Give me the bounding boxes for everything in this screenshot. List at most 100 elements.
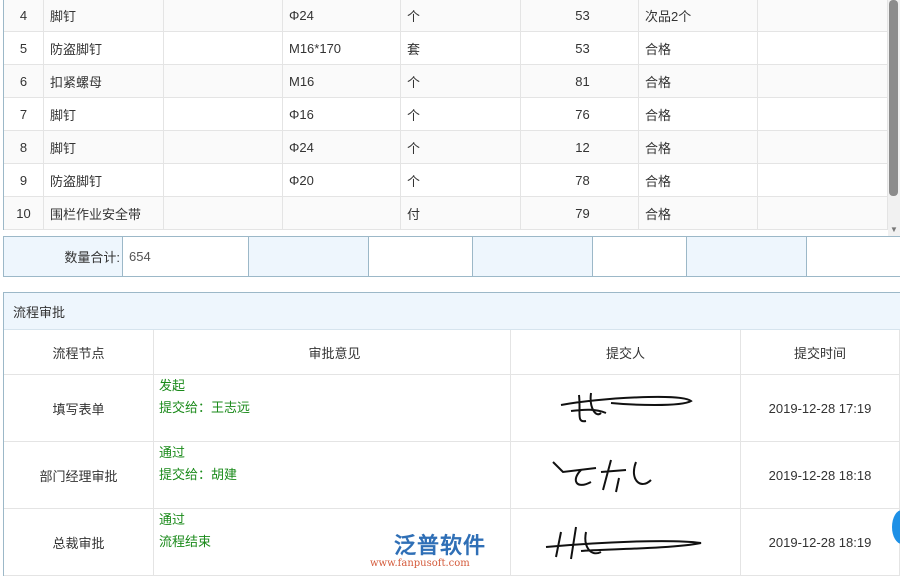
cell-no: 6 xyxy=(4,65,44,97)
cell-spec xyxy=(283,197,401,229)
cell-no: 10 xyxy=(4,197,44,229)
cell-name: 围栏作业安全带 xyxy=(44,197,164,229)
scroll-down-arrow-icon[interactable]: ▼ xyxy=(890,225,898,234)
header-time: 提交时间 xyxy=(741,330,900,374)
cell-empty xyxy=(758,197,888,229)
flow-table-header: 流程节点 审批意见 提交人 提交时间 xyxy=(4,330,900,375)
watermark-logo: 泛普软件 www.fanpusoft.com xyxy=(370,528,498,569)
flow-opinion: 发起提交给：王志远 xyxy=(154,375,511,441)
cell-name: 脚钉 xyxy=(44,131,164,163)
opinion-next: 流程结束 xyxy=(159,534,212,549)
cell-qty: 12 xyxy=(521,131,639,163)
cell-empty xyxy=(758,32,888,64)
total-value: 654 xyxy=(123,237,249,276)
cell-status: 合格 xyxy=(639,32,758,64)
table-row[interactable]: 4 脚钉 Φ24 个 53 次品2个 xyxy=(4,0,888,32)
cell-status: 合格 xyxy=(639,98,758,130)
cell-empty xyxy=(758,65,888,97)
flow-time: 2019-12-28 17:19 xyxy=(741,375,900,441)
cell-qty: 53 xyxy=(521,32,639,64)
table-row[interactable]: 5 防盗脚钉 M16*170 套 53 合格 xyxy=(4,32,888,65)
cell-status: 合格 xyxy=(639,197,758,229)
cell-name: 防盗脚钉 xyxy=(44,164,164,196)
watermark-brand: 泛普软件 xyxy=(394,533,487,558)
opinion-result: 发起 xyxy=(159,378,186,393)
cell-no: 5 xyxy=(4,32,44,64)
cell-status: 合格 xyxy=(639,65,758,97)
items-table: 4 脚钉 Φ24 个 53 次品2个 5 防盗脚钉 M16*170 套 53 合格 6 扣紧螺母 M16 个 8… xyxy=(3,0,888,230)
cell-spec: M16 xyxy=(283,65,401,97)
cell-empty xyxy=(164,65,283,97)
opinion-next: 提交给：王志远 xyxy=(159,400,251,415)
header-node: 流程节点 xyxy=(4,330,154,374)
total-row: 数量合计: 654 xyxy=(3,236,900,277)
table-row[interactable]: 10 围栏作业安全带 付 79 合格 xyxy=(4,197,888,230)
cell-spec: Φ24 xyxy=(283,131,401,163)
cell-empty xyxy=(164,164,283,196)
watermark-url: www.fanpusoft.com xyxy=(370,558,470,569)
table-row[interactable]: 6 扣紧螺母 M16 个 81 合格 xyxy=(4,65,888,98)
chat-bubble-button[interactable] xyxy=(892,510,900,544)
cell-empty xyxy=(758,131,888,163)
flow-row: 部门经理审批 通过 提交给：胡建 2019-12-28 18:18 xyxy=(4,442,900,509)
flow-opinion: 通过 流程结束 xyxy=(154,509,511,575)
footer-cell xyxy=(369,237,473,276)
cell-empty xyxy=(758,164,888,196)
cell-status: 次品2个 xyxy=(639,0,758,31)
cell-status: 合格 xyxy=(639,131,758,163)
table-row[interactable]: 9 防盗脚钉 Φ20 个 78 合格 xyxy=(4,164,888,197)
flow-node: 填写表单 xyxy=(4,375,154,441)
cell-spec: M16*170 xyxy=(283,32,401,64)
cell-no: 8 xyxy=(4,131,44,163)
flow-time: 2019-12-28 18:19 xyxy=(741,509,900,575)
footer-cell xyxy=(473,237,593,276)
header-opinion: 审批意见 xyxy=(154,330,511,374)
handwritten-signature xyxy=(551,459,652,493)
cell-qty: 79 xyxy=(521,197,639,229)
handwritten-signature xyxy=(545,526,701,560)
cell-name: 脚钉 xyxy=(44,0,164,31)
cell-spec: Φ24 xyxy=(283,0,401,31)
cell-qty: 81 xyxy=(521,65,639,97)
footer-cell xyxy=(687,237,807,276)
flow-node: 总裁审批 xyxy=(4,509,154,575)
cell-qty: 76 xyxy=(521,98,639,130)
flow-node: 部门经理审批 xyxy=(4,442,154,508)
cell-empty xyxy=(164,98,283,130)
signature-image xyxy=(511,375,741,441)
cell-spec: Φ20 xyxy=(283,164,401,196)
cell-empty xyxy=(164,131,283,163)
cell-unit: 付 xyxy=(401,197,521,229)
handwritten-signature xyxy=(560,392,693,423)
cell-unit: 个 xyxy=(401,131,521,163)
approval-flow-title: 流程审批 xyxy=(4,293,900,330)
table-row[interactable]: 8 脚钉 Φ24 个 12 合格 xyxy=(4,131,888,164)
cell-unit: 套 xyxy=(401,32,521,64)
scrollbar-thumb[interactable] xyxy=(889,0,898,196)
vertical-scrollbar[interactable]: ▼ xyxy=(888,0,900,236)
cell-name: 扣紧螺母 xyxy=(44,65,164,97)
cell-empty xyxy=(164,32,283,64)
footer-cell xyxy=(249,237,369,276)
cell-no: 9 xyxy=(4,164,44,196)
footer-cell xyxy=(593,237,687,276)
cell-name: 脚钉 xyxy=(44,98,164,130)
cell-empty xyxy=(758,0,888,31)
opinion-result: 通过 xyxy=(159,445,186,460)
signature-image xyxy=(511,509,741,575)
cell-unit: 个 xyxy=(401,164,521,196)
cell-status: 合格 xyxy=(639,164,758,196)
table-row[interactable]: 7 脚钉 Φ16 个 76 合格 xyxy=(4,98,888,131)
flow-time: 2019-12-28 18:18 xyxy=(741,442,900,508)
flow-opinion: 通过 提交给：胡建 xyxy=(154,442,511,508)
cell-qty: 53 xyxy=(521,0,639,31)
cell-no: 7 xyxy=(4,98,44,130)
header-submitter: 提交人 xyxy=(511,330,741,374)
opinion-result: 通过 xyxy=(159,512,186,527)
cell-unit: 个 xyxy=(401,98,521,130)
cell-unit: 个 xyxy=(401,0,521,31)
cell-empty xyxy=(758,98,888,130)
total-label: 数量合计: xyxy=(4,237,123,276)
flow-row: 总裁审批 通过流程结束 2019-12-28 18:19 xyxy=(4,509,900,576)
flow-row: 填写表单 发起提交给：王志远 2019-12-28 17:19 xyxy=(4,375,900,442)
